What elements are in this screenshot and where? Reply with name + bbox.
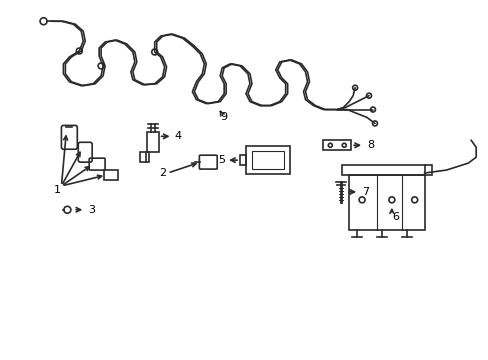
Text: 1: 1	[54, 185, 61, 195]
Text: 3: 3	[88, 205, 95, 215]
Text: 8: 8	[366, 140, 373, 150]
Text: 5: 5	[218, 155, 225, 165]
Text: 4: 4	[174, 131, 182, 141]
Text: 7: 7	[361, 187, 368, 197]
Text: 2: 2	[159, 168, 166, 178]
Text: 9: 9	[220, 112, 227, 122]
Text: 6: 6	[391, 212, 398, 222]
